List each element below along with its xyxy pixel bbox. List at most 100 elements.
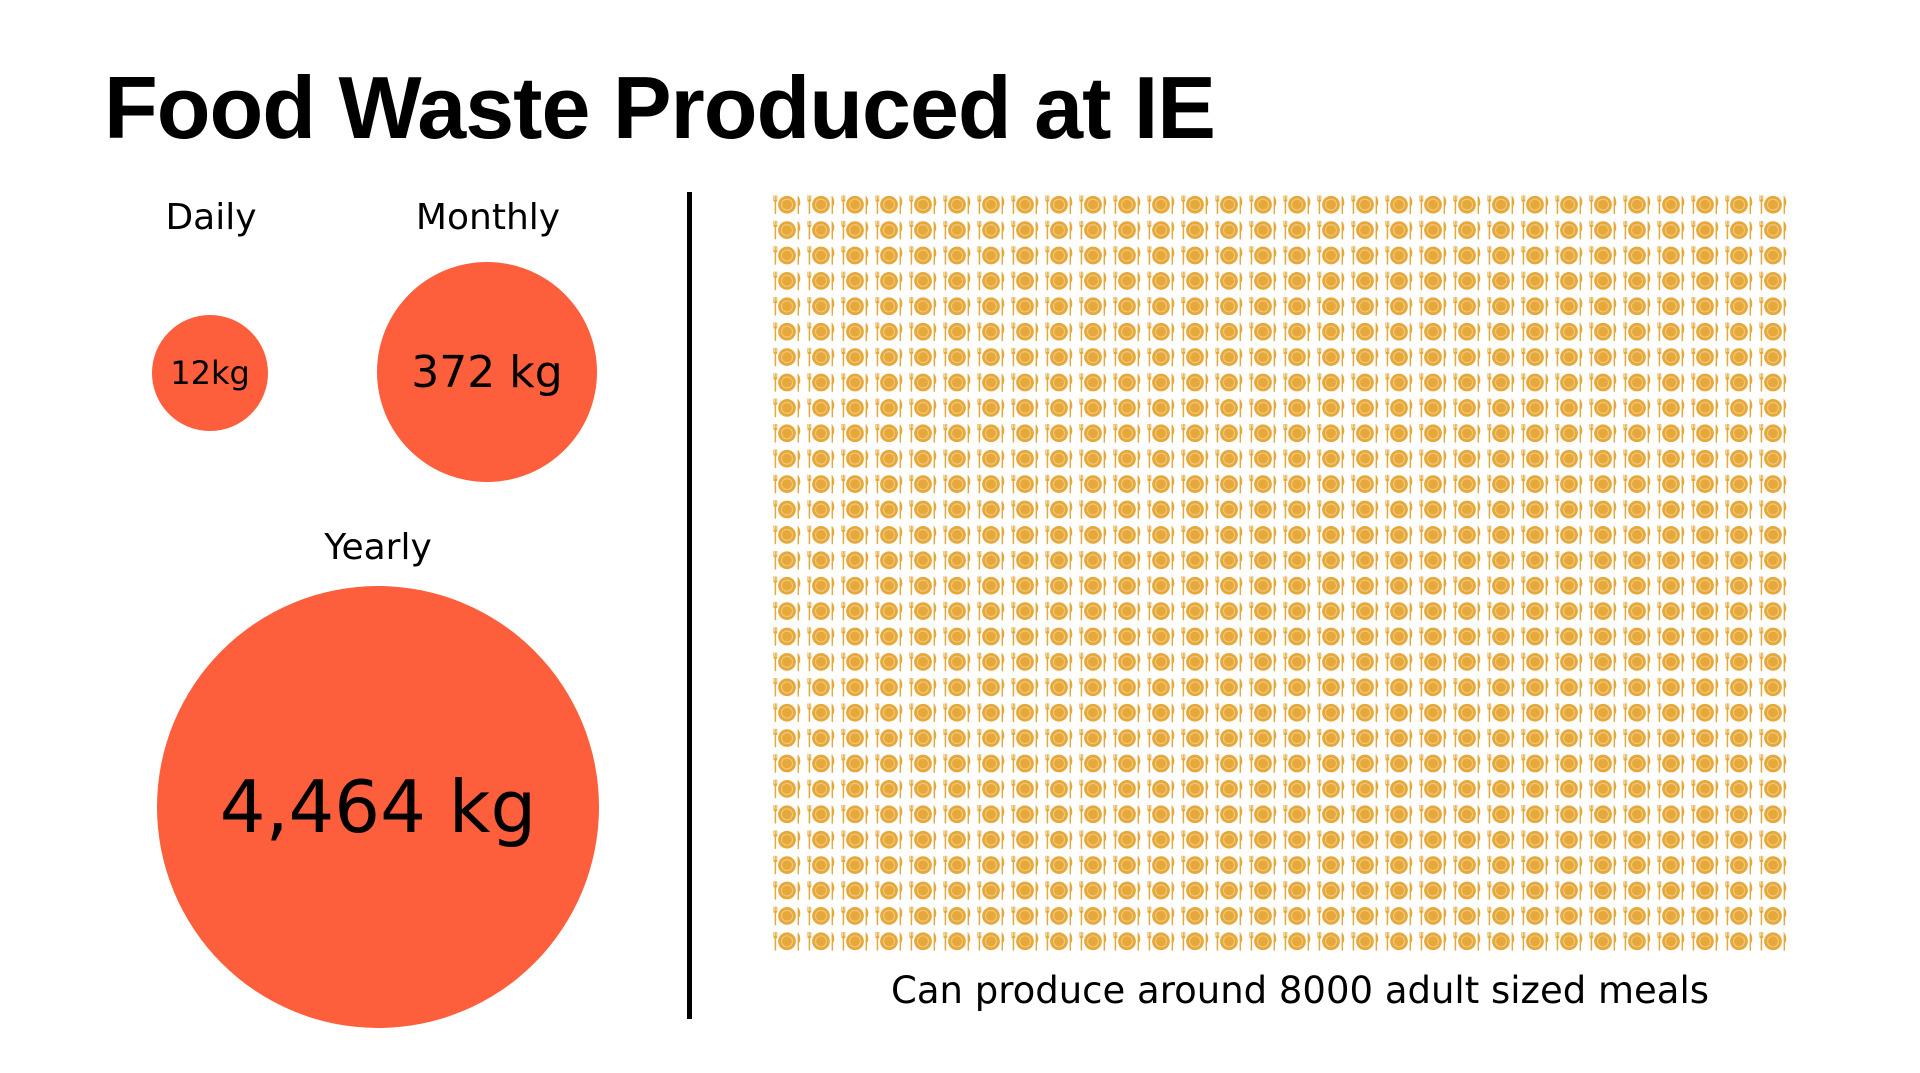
- meal-icon: [1487, 373, 1515, 392]
- meal-icon: [1589, 500, 1617, 519]
- meal-icon: [1045, 804, 1073, 824]
- meal-icon: [841, 195, 869, 215]
- meal-icon: [1249, 931, 1277, 951]
- meal-icon: [1181, 525, 1209, 545]
- meal-icon: [1317, 931, 1345, 951]
- meal-icon: [1045, 322, 1073, 342]
- meal-icon: [1419, 220, 1447, 240]
- meal-icon: [875, 347, 903, 367]
- meal-icon: [1759, 754, 1787, 773]
- meal-icon: [1181, 550, 1209, 570]
- meal-icon: [1589, 855, 1617, 875]
- meal-icon: [1725, 652, 1753, 672]
- meal-icon: [1419, 246, 1447, 265]
- meal-icon: [1317, 601, 1345, 621]
- meal-icon: [1181, 830, 1209, 850]
- meal-icon: [1249, 855, 1277, 875]
- meal-icon: [1215, 550, 1243, 570]
- meal-icon: [1453, 677, 1481, 697]
- meal-icon: [1215, 449, 1243, 469]
- meal-icon: [1045, 855, 1073, 875]
- meal-icon: [1283, 373, 1311, 392]
- meal-icon: [841, 550, 869, 570]
- meal-icon: [1657, 601, 1685, 621]
- meal-icon: [1725, 601, 1753, 621]
- meal-icon: [1215, 500, 1243, 519]
- meal-icon: [1249, 525, 1277, 545]
- meal-icon: [807, 423, 835, 443]
- meal-icon: [841, 576, 869, 596]
- meal-icon: [1657, 220, 1685, 240]
- meal-icon: [1147, 220, 1175, 240]
- meal-icon: [1487, 550, 1515, 570]
- meal-icon: [1045, 449, 1073, 469]
- meal-icon: [909, 601, 937, 621]
- meal-icon: [977, 728, 1005, 748]
- meal-icon: [1283, 271, 1311, 291]
- meal-icon: [1011, 271, 1039, 291]
- meal-icon: [1521, 830, 1549, 850]
- meal-icon: [807, 550, 835, 570]
- meal-icon: [1453, 474, 1481, 494]
- meal-icon: [1555, 804, 1583, 824]
- meal-icon: [1691, 779, 1719, 799]
- meal-icon: [1487, 423, 1515, 443]
- bubble-value-daily: 12kg: [170, 354, 250, 392]
- meal-icon: [1623, 601, 1651, 621]
- meal-icon: [1385, 576, 1413, 596]
- meal-icon: [773, 322, 801, 342]
- meal-icon: [1249, 449, 1277, 469]
- meal-icon: [773, 906, 801, 926]
- meal-icon: [1419, 296, 1447, 316]
- meal-icon: [1011, 703, 1039, 723]
- meal-icon: [875, 398, 903, 418]
- meal-icon: [1045, 576, 1073, 596]
- meal-icon: [1181, 804, 1209, 824]
- meal-icon: [1759, 322, 1787, 342]
- meal-icon: [1385, 449, 1413, 469]
- meal-icon: [1691, 195, 1719, 215]
- meal-icon: [1589, 601, 1617, 621]
- meal-icon: [841, 627, 869, 646]
- meal-icon: [1691, 931, 1719, 951]
- meal-icon: [909, 550, 937, 570]
- meal-icon: [1521, 779, 1549, 799]
- meal-icon: [1249, 220, 1277, 240]
- meal-icon: [1113, 296, 1141, 316]
- meal-icon: [1283, 195, 1311, 215]
- meal-icon: [1181, 703, 1209, 723]
- meal-icon: [1657, 347, 1685, 367]
- meal-icon: [1453, 423, 1481, 443]
- meal-icon: [1079, 804, 1107, 824]
- meal-icon: [1691, 652, 1719, 672]
- meal-icon: [943, 830, 971, 850]
- meal-icon: [1657, 195, 1685, 215]
- meal-icon: [1487, 601, 1515, 621]
- meal-icon: [875, 830, 903, 850]
- meal-icon: [1045, 550, 1073, 570]
- meal-icon: [1283, 627, 1311, 646]
- meal-icon: [1181, 779, 1209, 799]
- meal-icon: [909, 652, 937, 672]
- meal-icon: [1079, 830, 1107, 850]
- meal-icon: [1657, 246, 1685, 265]
- meal-icon: [1317, 296, 1345, 316]
- meal-icon: [1385, 347, 1413, 367]
- meal-icon: [909, 576, 937, 596]
- meal-icon: [1725, 398, 1753, 418]
- meal-icon: [1759, 449, 1787, 469]
- meal-icon: [943, 703, 971, 723]
- meal-icon: [1011, 627, 1039, 646]
- meal-icon: [977, 906, 1005, 926]
- meal-icon: [1759, 296, 1787, 316]
- meal-icon: [943, 855, 971, 875]
- meal-icon: [977, 246, 1005, 265]
- meal-icon: [1147, 296, 1175, 316]
- meal-icon: [1181, 754, 1209, 773]
- meal-icon: [1079, 601, 1107, 621]
- meal-icon: [1283, 220, 1311, 240]
- meal-icon: [909, 855, 937, 875]
- meal-icon: [1317, 500, 1345, 519]
- meal-icon: [1385, 804, 1413, 824]
- meal-icon: [1453, 347, 1481, 367]
